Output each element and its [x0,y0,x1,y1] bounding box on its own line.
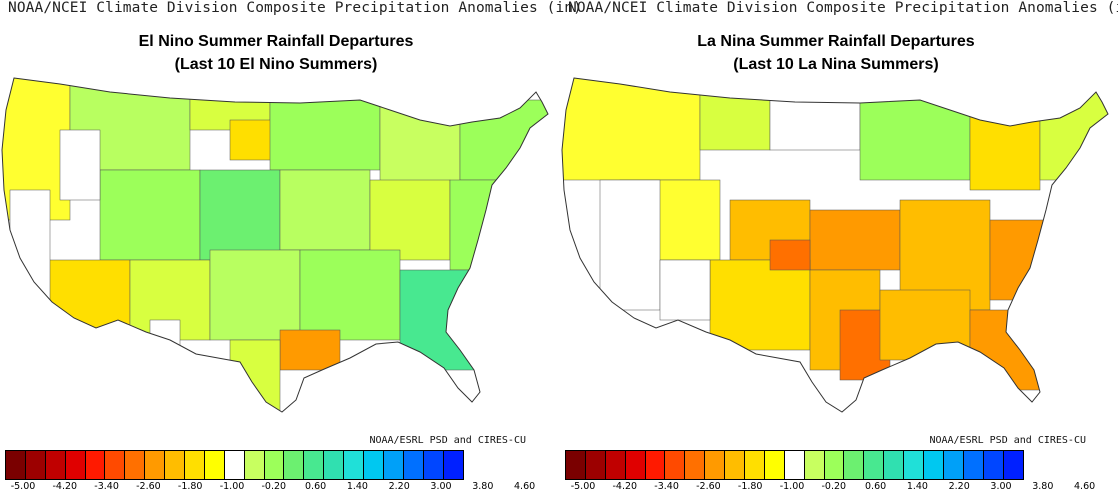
la-nina-map [561,77,1109,413]
map-title: La Nina Summer Rainfall Departures [697,33,975,50]
color-swatch [284,451,305,479]
color-scale-tick-label: 3.80 [472,481,494,492]
color-swatch [605,451,626,479]
color-swatch [224,451,245,479]
color-swatch [204,451,225,479]
map-subtitle: (Last 10 La Nina Summers) [733,56,939,73]
color-scale-tick-label: 3.00 [990,481,1012,492]
color-swatch [6,451,26,479]
map-title: El Nino Summer Rainfall Departures [138,33,414,50]
color-swatch [1003,451,1024,479]
color-scale-tick-label: 0.60 [305,481,327,492]
color-swatch [983,451,1004,479]
color-swatch [423,451,444,479]
color-scale-tick-label: -1.00 [219,481,245,492]
map-header: NOAA/NCEI Climate Division Composite Pre… [568,0,1118,16]
color-swatch [784,451,805,479]
color-scale-tick-label: 2.20 [388,481,410,492]
color-swatch [105,451,126,479]
color-swatch [566,451,586,479]
color-swatch [963,451,984,479]
color-swatch [665,451,686,479]
color-scale-bar [5,450,465,480]
color-swatch [764,451,785,479]
color-swatch [145,451,166,479]
color-swatch [65,451,86,479]
color-swatch [924,451,944,479]
color-swatch [625,451,646,479]
color-scale-tick-label: -3.40 [94,481,119,492]
color-swatch [884,451,905,479]
color-swatch [344,451,365,479]
color-swatch [725,451,746,479]
color-swatch [383,451,404,479]
la-nina-panel: NOAA/NCEI Climate Division Composite Pre… [560,0,1118,493]
color-swatch [844,451,865,479]
color-swatch [904,451,925,479]
color-scale-tick-label: 1.40 [906,481,928,492]
color-swatch [165,451,186,479]
color-swatch [745,451,765,479]
color-scale-tick-label: -2.60 [136,481,161,492]
color-scale-tick-label: -0.20 [261,481,287,492]
color-swatch [324,451,345,479]
color-scale-bar [565,450,1025,480]
color-swatch [403,451,424,479]
color-scale-tick-label: -1.80 [737,481,763,492]
color-scale-tick-label: -1.00 [779,481,805,492]
color-scale-tick-label: -4.20 [612,481,638,492]
color-swatch [185,451,205,479]
color-swatch [45,451,66,479]
color-swatch [443,451,464,479]
color-scale-ticks: -5.00 -4.20 -3.40 -2.60 -1.80 -1.00 -0.20 0.60 1… [5,481,545,493]
color-scale-ticks: -5.00 -4.20 -3.40 -2.60 -1.80 -1.00 -0.20 0.60 1… [565,481,1105,493]
color-swatch [244,451,265,479]
color-scale-tick-label: -2.60 [696,481,721,492]
el-nino-panel: NOAA/NCEI Climate Division Composite Pre… [0,0,582,493]
color-swatch [85,451,106,479]
color-scale-tick-label: 3.00 [430,481,452,492]
color-swatch [685,451,706,479]
color-swatch [645,451,666,479]
map-header: NOAA/NCEI Climate Division Composite Pre… [8,0,582,16]
color-swatch [25,451,46,479]
color-scale-tick-label: 0.60 [865,481,887,492]
color-swatch [364,451,384,479]
color-scale-tick-label: -5.00 [570,481,596,492]
color-scale-tick-label: -3.40 [654,481,679,492]
data-credit: NOAA/ESRL PSD and CIRES-CU [369,435,526,446]
color-scale-tick-label: -5.00 [10,481,36,492]
color-swatch [824,451,845,479]
color-swatch [943,451,964,479]
color-swatch [864,451,885,479]
data-credit: NOAA/ESRL PSD and CIRES-CU [929,435,1086,446]
color-swatch [264,451,285,479]
color-scale-tick-label: 2.20 [948,481,970,492]
color-scale-tick-label: 4.60 [1074,481,1096,492]
color-swatch [585,451,606,479]
color-swatch [804,451,825,479]
map-subtitle: (Last 10 El Nino Summers) [174,56,378,73]
color-scale-tick-label: -1.80 [177,481,203,492]
color-swatch [125,451,146,479]
color-scale-tick-label: -4.20 [52,481,78,492]
color-swatch [705,451,726,479]
color-scale-tick-label: 4.60 [514,481,536,492]
el-nino-map [1,77,549,413]
color-scale-tick-label: 1.40 [346,481,368,492]
color-swatch [304,451,325,479]
color-scale-tick-label: -0.20 [821,481,847,492]
color-scale-tick-label: 3.80 [1032,481,1054,492]
